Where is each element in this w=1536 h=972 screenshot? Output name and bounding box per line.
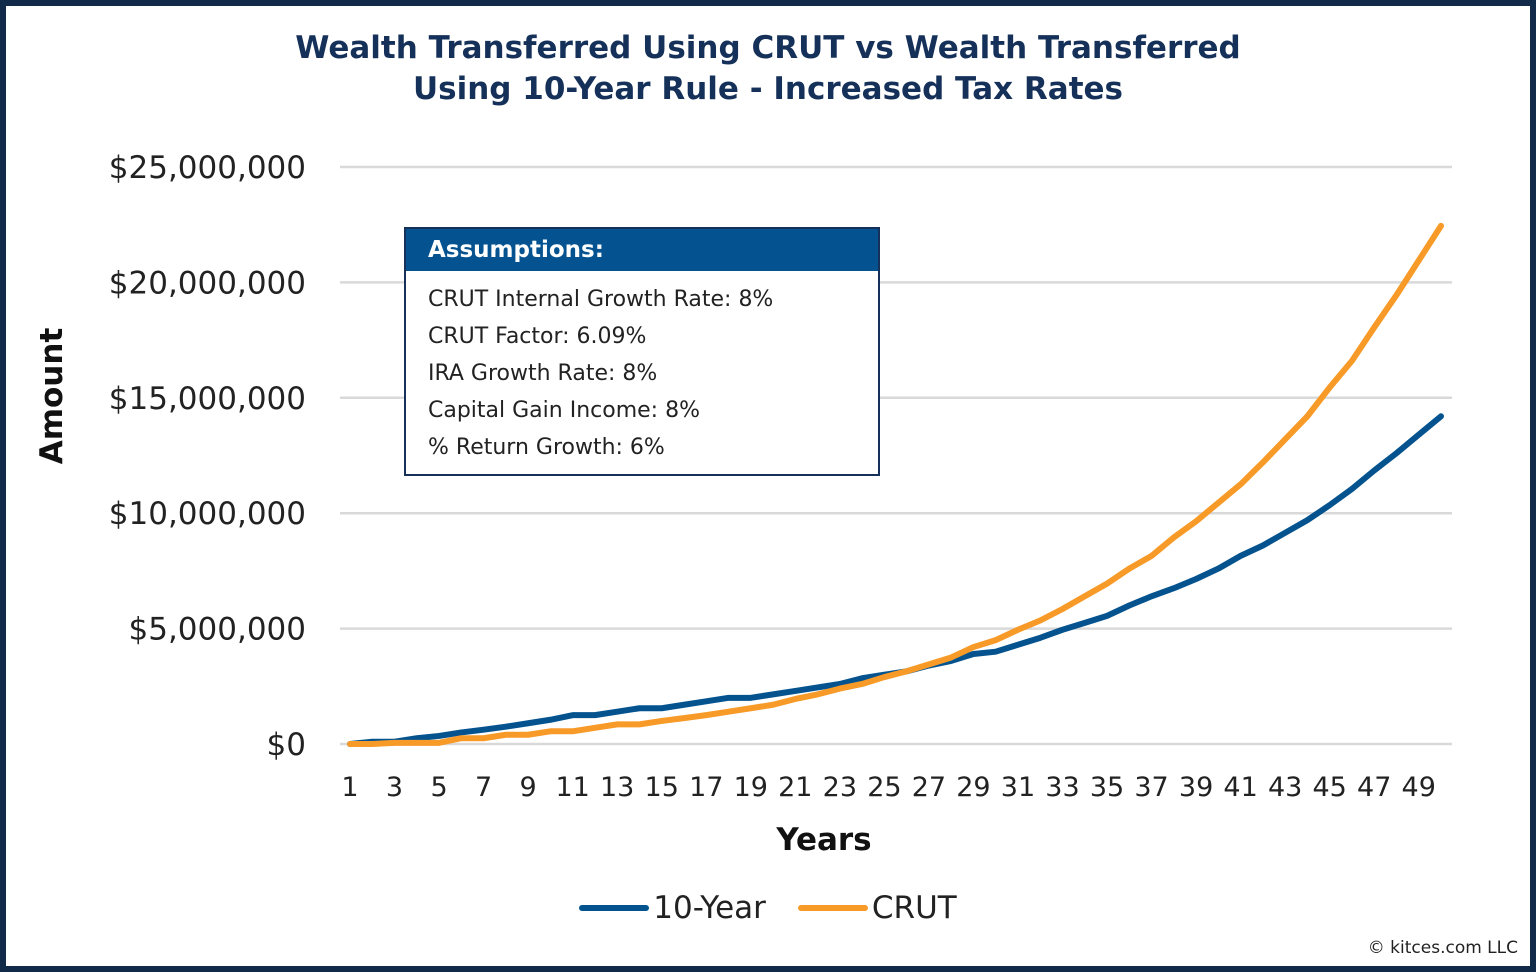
y-tick-label: $5,000,000 (129, 612, 307, 648)
x-tick-label: 49 (1402, 772, 1436, 803)
x-tick-label: 21 (778, 772, 812, 803)
x-tick-label: 17 (689, 772, 723, 803)
y-tick-label: $10,000,000 (109, 496, 306, 532)
assumptions-heading: Assumptions: (406, 229, 878, 271)
legend: 10-Year CRUT (0, 890, 1536, 926)
legend-swatch-crut (797, 905, 868, 911)
chart-title: Wealth Transferred Using CRUT vs Wealth … (0, 28, 1536, 110)
assumptions-box: Assumptions: CRUT Internal Growth Rate: … (404, 227, 880, 476)
assumption-line: IRA Growth Rate: 8% (428, 361, 658, 386)
x-axis-title: Years (775, 822, 871, 858)
x-tick-label: 5 (430, 772, 447, 803)
x-tick-label: 13 (600, 772, 634, 803)
legend-item-10-year: 10-Year (579, 890, 766, 926)
x-tick-label: 23 (823, 772, 857, 803)
x-tick-label: 19 (734, 772, 768, 803)
x-tick-label: 27 (912, 772, 946, 803)
chart-title-line-1: Wealth Transferred Using CRUT vs Wealth … (295, 30, 1241, 66)
x-tick-label: 7 (475, 772, 492, 803)
y-tick-label: $0 (267, 727, 306, 763)
x-tick-label: 9 (520, 772, 537, 803)
x-tick-label: 31 (1001, 772, 1035, 803)
x-tick-label: 3 (386, 772, 403, 803)
x-tick-label: 37 (1134, 772, 1168, 803)
x-tick-label: 35 (1090, 772, 1124, 803)
x-tick-label: 45 (1312, 772, 1346, 803)
x-tick-label: 29 (956, 772, 990, 803)
x-tick-label: 11 (555, 772, 589, 803)
legend-label: CRUT (871, 890, 957, 926)
chart-title-line-2: Using 10-Year Rule - Increased Tax Rates (412, 71, 1124, 107)
copyright-credit: © kitces.com LLC (1367, 938, 1518, 958)
x-tick-label: 41 (1223, 772, 1257, 803)
x-tick-label: 15 (645, 772, 679, 803)
assumption-line: % Return Growth: 6% (428, 435, 665, 460)
x-tick-label: 43 (1268, 772, 1302, 803)
assumption-line: CRUT Internal Growth Rate: 8% (428, 287, 774, 312)
legend-item-crut: CRUT (797, 890, 957, 926)
x-tick-label: 33 (1045, 772, 1079, 803)
assumption-line: CRUT Factor: 6.09% (428, 324, 647, 349)
y-axis-title: Amount (34, 328, 70, 465)
y-tick-label: $20,000,000 (109, 265, 306, 301)
series-line-crut (347, 222, 1444, 747)
y-tick-label: $25,000,000 (109, 150, 306, 186)
x-tick-label: 39 (1179, 772, 1213, 803)
x-tick-label: 47 (1357, 772, 1391, 803)
y-tick-label: $15,000,000 (109, 381, 306, 417)
legend-swatch-10-year (579, 905, 650, 911)
legend-label: 10-Year (653, 890, 766, 926)
x-tick-label: 25 (867, 772, 901, 803)
x-tick-label: 1 (341, 772, 358, 803)
assumption-line: Capital Gain Income: 8% (428, 398, 700, 423)
